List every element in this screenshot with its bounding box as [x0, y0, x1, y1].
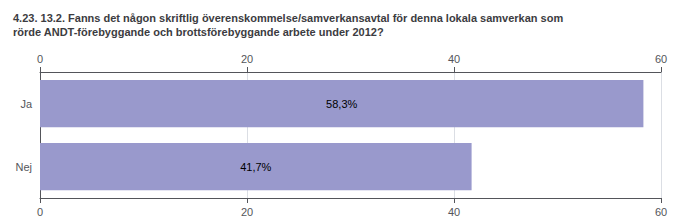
- svg-text:4.23. 13.2. Fanns det någon sk: 4.23. 13.2. Fanns det någon skriftlig öv…: [13, 12, 563, 24]
- svg-text:Nej: Nej: [15, 161, 32, 173]
- svg-text:40: 40: [448, 53, 460, 65]
- svg-text:rörde ANDT-förebyggande och br: rörde ANDT-förebyggande och brottsföreby…: [13, 26, 384, 38]
- svg-text:Ja: Ja: [20, 98, 33, 110]
- svg-text:0: 0: [37, 206, 43, 218]
- svg-text:20: 20: [241, 206, 253, 218]
- svg-text:58,3%: 58,3%: [326, 98, 357, 110]
- svg-text:40: 40: [448, 206, 460, 218]
- svg-text:60: 60: [655, 206, 667, 218]
- svg-text:60: 60: [655, 53, 667, 65]
- svg-text:20: 20: [241, 53, 253, 65]
- svg-text:41,7%: 41,7%: [240, 161, 271, 173]
- svg-text:0: 0: [37, 53, 43, 65]
